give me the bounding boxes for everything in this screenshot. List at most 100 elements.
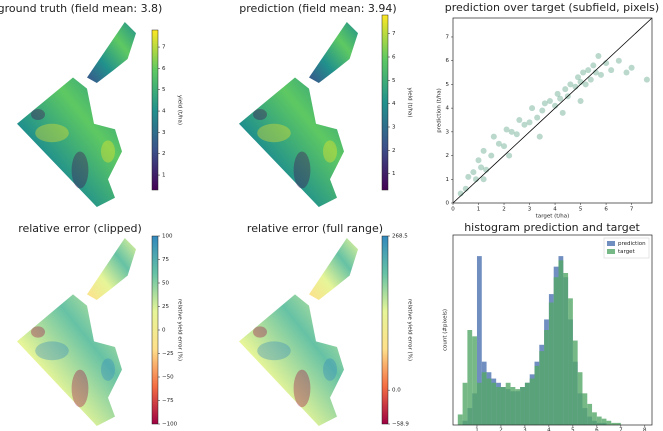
scatter-point (465, 173, 472, 180)
field-strip (87, 22, 136, 84)
scatter-point (475, 157, 482, 164)
scatter-point (488, 152, 495, 159)
scatter-point (506, 152, 513, 159)
histogram-bar (476, 256, 482, 425)
axes-frame (452, 17, 653, 204)
histogram-bar (476, 382, 482, 425)
scatter-point (508, 128, 515, 135)
scatter-point (546, 98, 553, 105)
colorbar-tick-label: 1 (392, 171, 396, 177)
colorbar-tick-label: 0.0 (392, 388, 401, 394)
colorbar-tick-label: 7 (162, 45, 166, 51)
x-tick-label: 5 (571, 428, 575, 431)
colorbar-tick-label: 4 (392, 101, 396, 107)
histogram-bar (467, 330, 473, 425)
x-tick-label: 2 (499, 428, 503, 431)
colorbar-tick-label: −58.9 (392, 422, 409, 428)
colorbar-tick-label: 7 (392, 31, 396, 37)
field-strip (309, 238, 358, 301)
scatter-point (557, 95, 564, 102)
histogram-bar (496, 387, 501, 425)
field-patch (293, 369, 311, 408)
scatter-point (529, 105, 536, 112)
y-tick-label: 5 (446, 82, 450, 88)
field-strip (87, 238, 136, 301)
field-area (239, 77, 344, 207)
field-patch (71, 369, 89, 408)
colorbar-tick-label: 3 (392, 125, 396, 131)
histogram-bar (457, 414, 463, 425)
field-area (239, 294, 344, 426)
panel-title: relative error (full range) (247, 222, 383, 235)
x-tick-label: 4 (553, 207, 557, 213)
colorbar-tick-label: 5 (392, 78, 396, 84)
histogram-bar (582, 393, 588, 425)
field-patch (35, 341, 69, 361)
x-tick-label: 8 (643, 428, 647, 431)
scatter-point (587, 76, 594, 83)
histogram-bar (515, 389, 521, 425)
field-patch (257, 341, 291, 361)
colorbar-label: yield (t/ha) (407, 87, 413, 117)
histogram-bar (563, 273, 569, 425)
legend-swatch (607, 249, 615, 254)
histogram-bar (524, 382, 530, 425)
scatter-point (490, 133, 497, 140)
colorbar-tick-label: 2 (162, 151, 166, 157)
histogram-bar (510, 387, 516, 425)
histogram-bar (572, 340, 578, 425)
x-tick-label: 6 (604, 207, 608, 213)
histogram-bar (558, 260, 564, 425)
colorbar-tick-label: 25 (162, 304, 169, 310)
x-tick-label: 1 (475, 428, 479, 431)
scatter-point (597, 71, 604, 78)
scatter-point (585, 67, 592, 74)
histogram-bar (462, 382, 468, 425)
scatter-point (608, 67, 615, 74)
histogram-bar (534, 365, 540, 425)
scatter-point (470, 169, 477, 176)
colorbar-tick-label: 100 (162, 234, 173, 240)
field-patch (257, 123, 291, 143)
panel-title: prediction over target (subfield, pixels… (445, 1, 659, 14)
field-strip (309, 22, 358, 84)
x-axis-label: target (t/ha) (536, 214, 570, 220)
scatter-point (539, 107, 546, 114)
histogram-bar (616, 422, 621, 425)
scatter-point (478, 164, 485, 171)
scatter-point (554, 90, 561, 97)
field-area (17, 294, 122, 426)
panel-title: ground truth (field mean: 3.8) (0, 2, 162, 15)
scatter-point (534, 114, 541, 121)
colorbar-tick-label: −100 (162, 422, 178, 428)
field-area (17, 77, 122, 207)
panel-title: histogram prediction and target (464, 221, 640, 234)
histogram-bar (472, 336, 477, 425)
field-patch (101, 140, 115, 163)
scatter-point (590, 62, 597, 69)
x-tick-label: 0 (451, 207, 455, 213)
scatter-point (628, 64, 635, 71)
field-patch (253, 108, 267, 121)
histogram-bar (587, 403, 593, 425)
scatter-point (580, 69, 587, 76)
scatter-point (521, 121, 528, 128)
legend-label: prediction (618, 241, 646, 247)
histogram-bar (601, 418, 607, 425)
histogram-bar (577, 372, 583, 425)
scatter-point (501, 143, 508, 150)
scatter-point (480, 147, 487, 154)
legend-label: target (618, 249, 636, 255)
scatter-point (595, 52, 602, 59)
colorbar-tick-label: 6 (392, 55, 396, 61)
histogram-bar (592, 412, 597, 425)
histogram-bar (544, 330, 549, 425)
histogram-bar (500, 387, 506, 425)
field-patch (101, 358, 115, 381)
diagonal (452, 17, 653, 204)
field-patch (35, 123, 69, 143)
x-tick-label: 7 (619, 428, 623, 431)
scatter-point (526, 119, 533, 126)
colorbar-label: relative yield error (%) (407, 299, 413, 361)
